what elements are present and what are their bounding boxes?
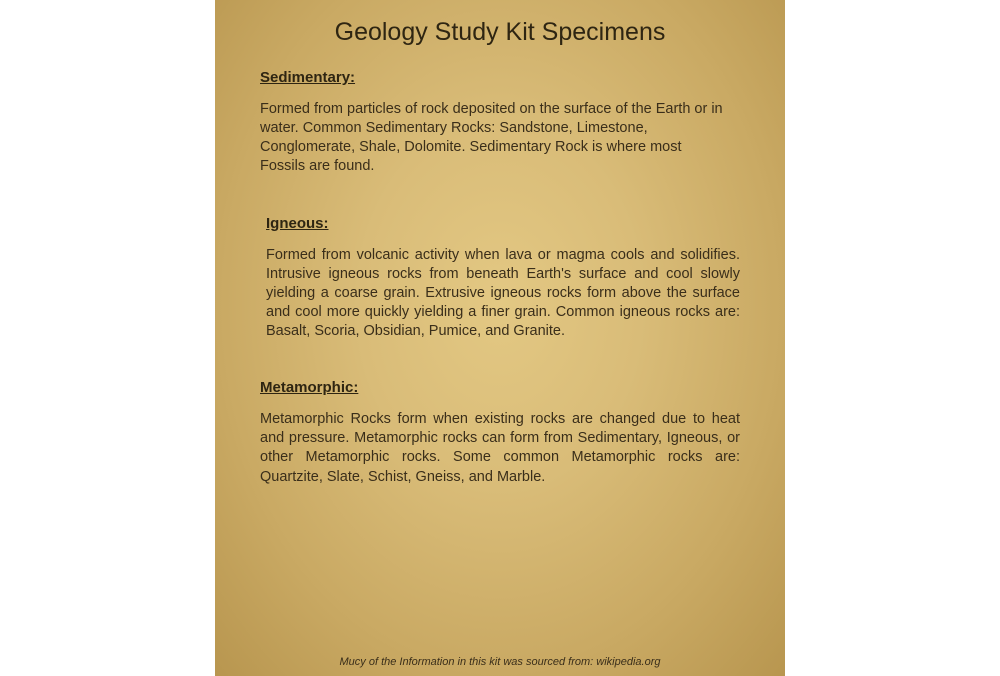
section-body: Formed from particles of rock deposited … [260,100,740,177]
section-body: Formed from volcanic activity when lava … [266,246,740,342]
info-card: Geology Study Kit Specimens Sedimentary:… [215,0,785,676]
section-body: Metamorphic Rocks form when existing roc… [260,410,740,487]
card-title: Geology Study Kit Specimens [260,18,740,47]
section-heading: Igneous: [266,215,740,232]
section-heading: Sedimentary: [260,69,740,86]
footer-attribution: Mucy of the Information in this kit was … [215,656,785,668]
section-heading: Metamorphic: [260,379,740,396]
section-igneous: Igneous: Formed from volcanic activity w… [260,215,740,342]
section-metamorphic: Metamorphic: Metamorphic Rocks form when… [260,379,740,487]
section-sedimentary: Sedimentary: Formed from particles of ro… [260,69,740,177]
